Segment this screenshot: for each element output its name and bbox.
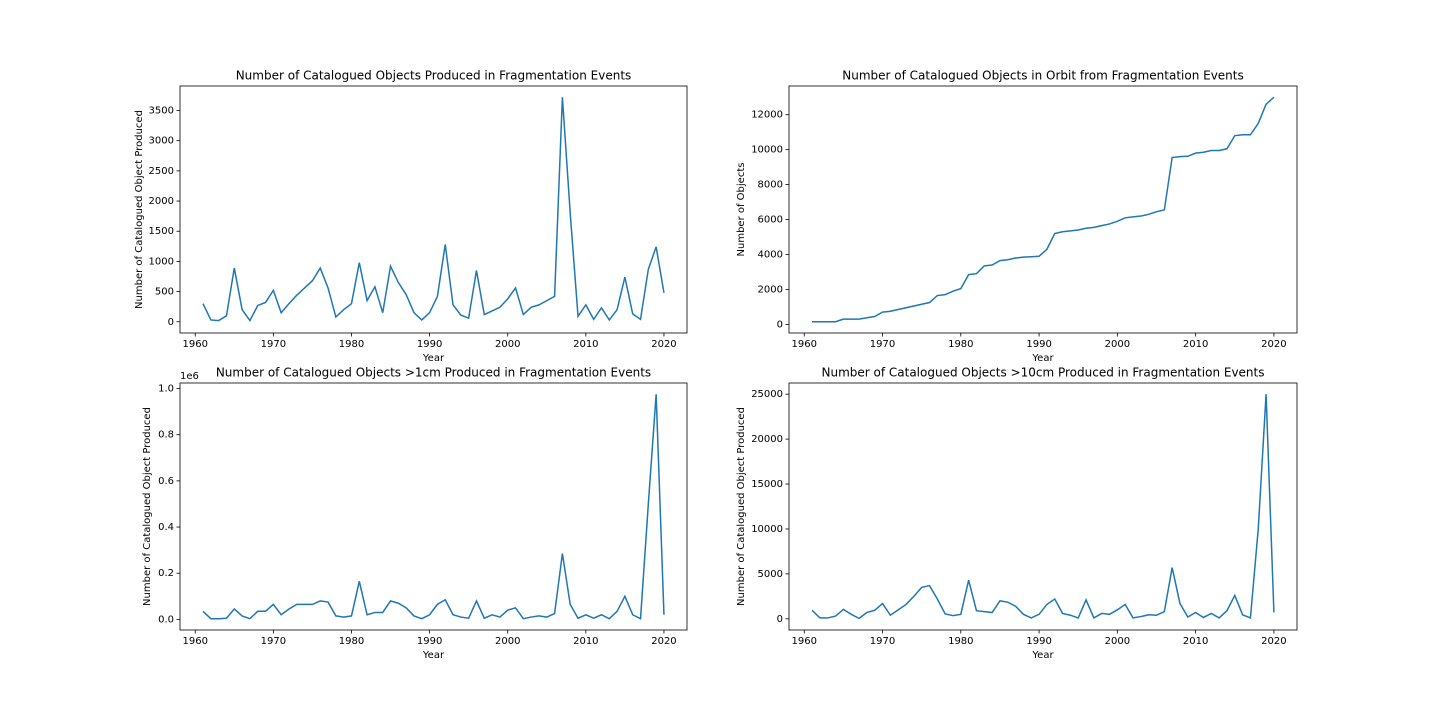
y-offset-label: 1e6 bbox=[180, 371, 199, 382]
x-axis-label: Year bbox=[1031, 650, 1054, 661]
x-tick-label: 1980 bbox=[339, 339, 364, 350]
chart-title: Number of Catalogued Objects Produced in… bbox=[236, 69, 632, 83]
x-tick-label: 1980 bbox=[339, 636, 364, 647]
x-tick-label: 1970 bbox=[261, 636, 286, 647]
y-tick-label: 0 bbox=[777, 319, 783, 330]
line bbox=[202, 394, 665, 620]
y-axis-label: Number of Catalogued Object Produced bbox=[134, 110, 145, 309]
x-tick-label: 2020 bbox=[651, 339, 676, 350]
y-axis-label: Number of Objects bbox=[736, 163, 747, 257]
x-tick-label: 1970 bbox=[870, 636, 895, 647]
x-tick-label: 2010 bbox=[573, 636, 598, 647]
x-tick-label: 2000 bbox=[495, 636, 520, 647]
chart-title: Number of Catalogued Objects >1cm Produc… bbox=[216, 366, 651, 380]
y-tick-label: 6000 bbox=[758, 215, 783, 226]
y-tick-label: 0.6 bbox=[158, 476, 174, 487]
y-tick-label: 4000 bbox=[758, 249, 783, 260]
x-axis-label: Year bbox=[1031, 353, 1054, 364]
y-tick-label: 500 bbox=[155, 287, 174, 298]
axes-frame bbox=[788, 382, 1298, 631]
y-tick-label: 2500 bbox=[149, 166, 174, 177]
x-tick-label: 1960 bbox=[792, 636, 817, 647]
x-axis-label: Year bbox=[422, 650, 445, 661]
x-tick-label: 1990 bbox=[1026, 339, 1051, 350]
y-tick-label: 2000 bbox=[758, 284, 783, 295]
y-tick-label: 15000 bbox=[751, 479, 783, 490]
x-tick-label: 1970 bbox=[261, 339, 286, 350]
chart-title: Number of Catalogued Objects in Orbit fr… bbox=[842, 69, 1244, 83]
y-tick-label: 0.0 bbox=[158, 614, 174, 625]
x-tick-label: 2000 bbox=[495, 339, 520, 350]
x-tick-label: 2020 bbox=[651, 636, 676, 647]
x-tick-label: 2020 bbox=[1261, 636, 1286, 647]
x-tick-label: 1960 bbox=[183, 339, 208, 350]
axes-frame bbox=[179, 382, 688, 631]
y-tick-label: 0.8 bbox=[158, 430, 174, 441]
x-tick-label: 1990 bbox=[417, 636, 442, 647]
x-tick-label: 1980 bbox=[948, 636, 973, 647]
x-tick-label: 1990 bbox=[417, 339, 442, 350]
y-tick-label: 5000 bbox=[758, 569, 783, 580]
line bbox=[811, 394, 1275, 620]
y-tick-label: 12000 bbox=[751, 110, 783, 121]
y-tick-label: 20000 bbox=[751, 434, 783, 445]
y-tick-label: 3000 bbox=[149, 136, 174, 147]
y-tick-label: 0.2 bbox=[158, 568, 174, 579]
x-tick-label: 1970 bbox=[870, 339, 895, 350]
y-tick-label: 3500 bbox=[149, 106, 174, 117]
x-tick-label: 2010 bbox=[1183, 339, 1208, 350]
x-tick-label: 2010 bbox=[1183, 636, 1208, 647]
y-tick-label: 2000 bbox=[149, 196, 174, 207]
y-tick-label: 0.4 bbox=[158, 522, 174, 533]
y-tick-label: 0 bbox=[168, 317, 174, 328]
y-axis-label: Number of Catalogued Object Produced bbox=[736, 407, 747, 606]
line bbox=[202, 97, 665, 323]
y-axis-label: Number of Catalogued Object Produced bbox=[142, 407, 153, 606]
x-tick-label: 2020 bbox=[1261, 339, 1286, 350]
y-tick-label: 1000 bbox=[149, 256, 174, 267]
y-tick-label: 8000 bbox=[758, 180, 783, 191]
y-tick-label: 1500 bbox=[149, 226, 174, 237]
y-tick-label: 10000 bbox=[751, 524, 783, 535]
y-tick-label: 1.0 bbox=[158, 384, 174, 395]
x-tick-label: 2000 bbox=[1105, 339, 1130, 350]
axes-frame bbox=[788, 85, 1298, 334]
y-tick-label: 0 bbox=[777, 614, 783, 625]
line bbox=[812, 96, 1275, 323]
x-tick-label: 1990 bbox=[1026, 636, 1051, 647]
y-tick-label: 25000 bbox=[751, 389, 783, 400]
x-tick-label: 2010 bbox=[573, 339, 598, 350]
axes-frame bbox=[179, 85, 688, 334]
chart-title: Number of Catalogued Objects >10cm Produ… bbox=[821, 366, 1264, 380]
x-tick-label: 2000 bbox=[1105, 636, 1130, 647]
x-tick-label: 1980 bbox=[948, 339, 973, 350]
x-tick-label: 1960 bbox=[792, 339, 817, 350]
x-axis-label: Year bbox=[422, 353, 445, 364]
x-tick-label: 1960 bbox=[183, 636, 208, 647]
y-tick-label: 10000 bbox=[751, 145, 783, 156]
